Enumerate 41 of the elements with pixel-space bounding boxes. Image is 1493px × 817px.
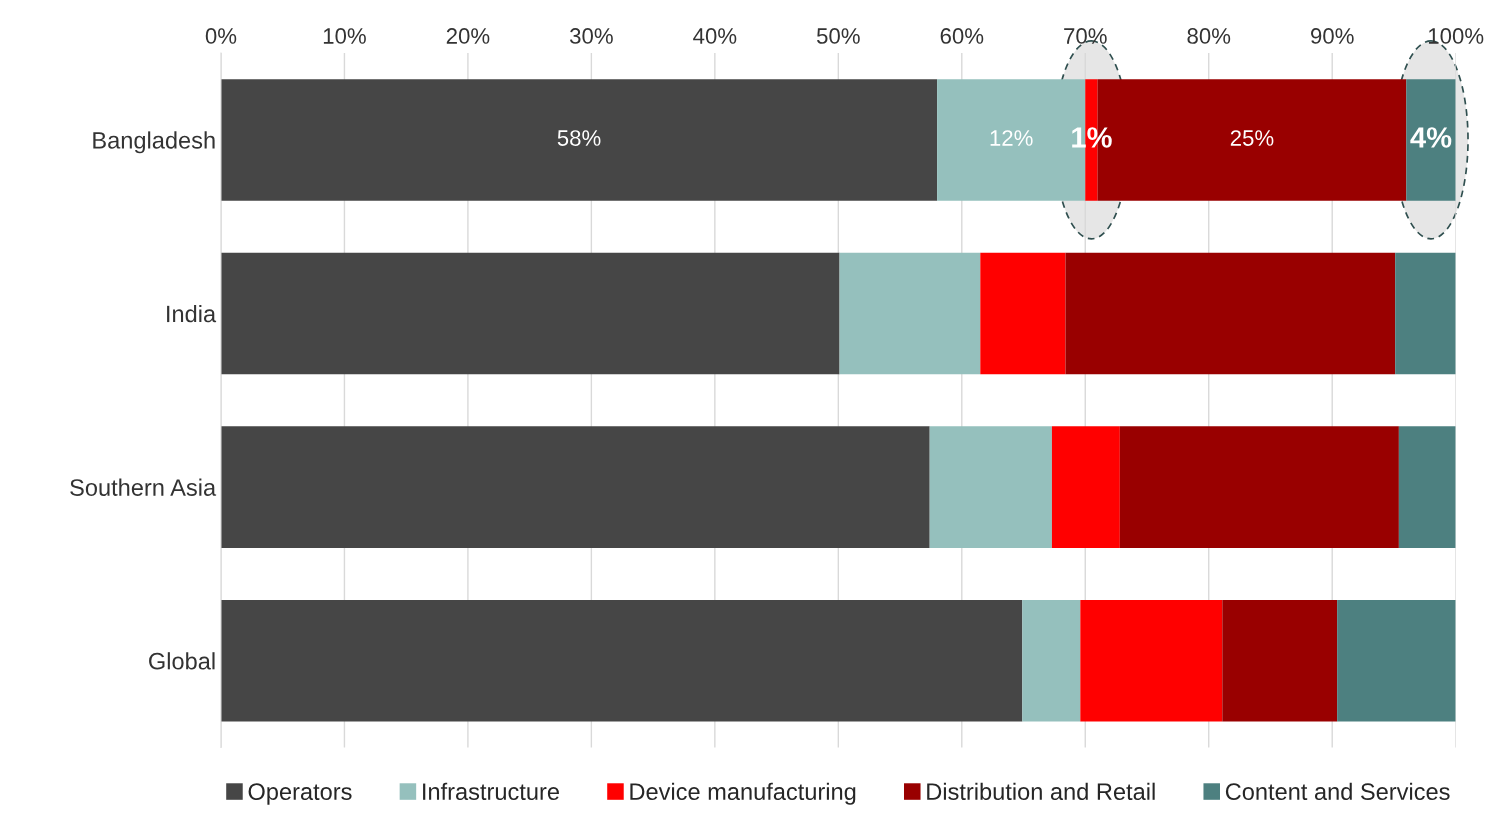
bar	[1222, 599, 1338, 722]
y-tick-label: Bangladesh	[93, 131, 215, 154]
bar	[1065, 252, 1396, 375]
bar	[1337, 599, 1456, 722]
bar	[1398, 426, 1456, 548]
x-tick-label: 100%	[1428, 28, 1484, 44]
legend-label: Infrastructure	[423, 782, 559, 801]
bar	[929, 426, 1052, 548]
legend-label: Distribution and Retail	[927, 782, 1155, 801]
x-tick-label: 90%	[1311, 28, 1354, 44]
bar	[1051, 426, 1120, 548]
x-tick-label: 30%	[569, 28, 613, 44]
y-tick-label: Global	[149, 652, 215, 670]
bar	[1080, 599, 1223, 722]
bar	[1406, 79, 1456, 201]
data-label: 58%	[557, 130, 601, 146]
x-tick-label: 20%	[446, 28, 490, 44]
x-tick-label: 70%	[1064, 28, 1107, 44]
legend-label: Content and Services	[1225, 782, 1450, 801]
data-label: 25%	[1230, 130, 1274, 146]
x-tick-label: 60%	[940, 28, 984, 44]
bar	[220, 79, 938, 201]
bar	[839, 252, 981, 375]
data-label: 4%	[1410, 127, 1452, 148]
bar	[220, 252, 840, 375]
bar	[220, 426, 930, 548]
y-tick-label: Southern Asia	[70, 478, 217, 496]
legend-label: Device manufacturing	[630, 782, 856, 805]
bar	[1395, 252, 1456, 375]
bar	[220, 599, 1023, 722]
data-label: 12%	[990, 130, 1033, 146]
y-tick-label: India	[167, 304, 217, 323]
x-tick-label: 80%	[1187, 28, 1231, 44]
bar	[980, 252, 1066, 375]
x-tick-label: 0%	[205, 28, 237, 44]
x-tick-label: 50%	[816, 28, 860, 44]
x-tick-label: 40%	[693, 28, 737, 44]
bar	[1022, 599, 1081, 722]
legend-label: Operators	[248, 783, 352, 805]
x-tick-label: 10%	[323, 28, 366, 44]
bar	[1119, 426, 1399, 548]
